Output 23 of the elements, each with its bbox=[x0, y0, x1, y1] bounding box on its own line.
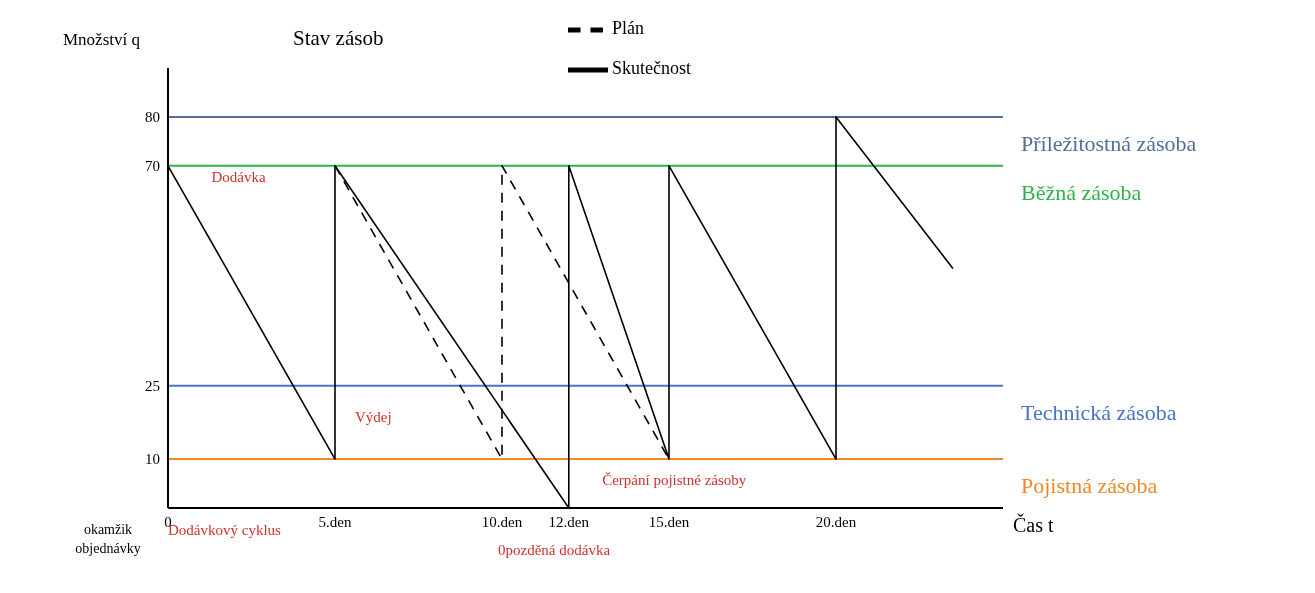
ref-line-label: Příležitostná zásoba bbox=[1021, 130, 1197, 156]
annotation: Dodávka bbox=[211, 169, 266, 187]
y-tick-label: 80 bbox=[145, 109, 160, 126]
text: 0pozděná dodávka bbox=[498, 542, 611, 559]
annotation: Čerpání pojistné zásoby bbox=[602, 472, 747, 490]
x-tick-label: 20.den bbox=[815, 513, 857, 530]
chart-title: Stav zásob bbox=[293, 26, 384, 51]
annotation: Výdej bbox=[355, 408, 392, 426]
x-tick-label: 15.den bbox=[648, 513, 690, 530]
y-axis-title: Množství q bbox=[63, 30, 140, 50]
x-axis-title: Čas t bbox=[1013, 514, 1054, 537]
legend-label: Skutečnost bbox=[612, 58, 691, 79]
ref-line-label: Pojistná zásoba bbox=[1021, 473, 1158, 499]
ref-line-label: Technická zásoba bbox=[1021, 399, 1177, 425]
y-tick-label: 25 bbox=[145, 378, 160, 395]
x-tick-label: 5.den bbox=[318, 513, 352, 530]
x-tick-label: 10.den bbox=[481, 513, 523, 530]
x-tick-label: 12.den bbox=[548, 513, 590, 530]
y-tick-label: 70 bbox=[145, 158, 160, 175]
ref-line-label: Běžná zásoba bbox=[1021, 179, 1142, 205]
legend-label: Plán bbox=[612, 18, 645, 39]
y-tick-label: 10 bbox=[145, 451, 160, 468]
text: okamžik objednávky bbox=[74, 521, 142, 558]
